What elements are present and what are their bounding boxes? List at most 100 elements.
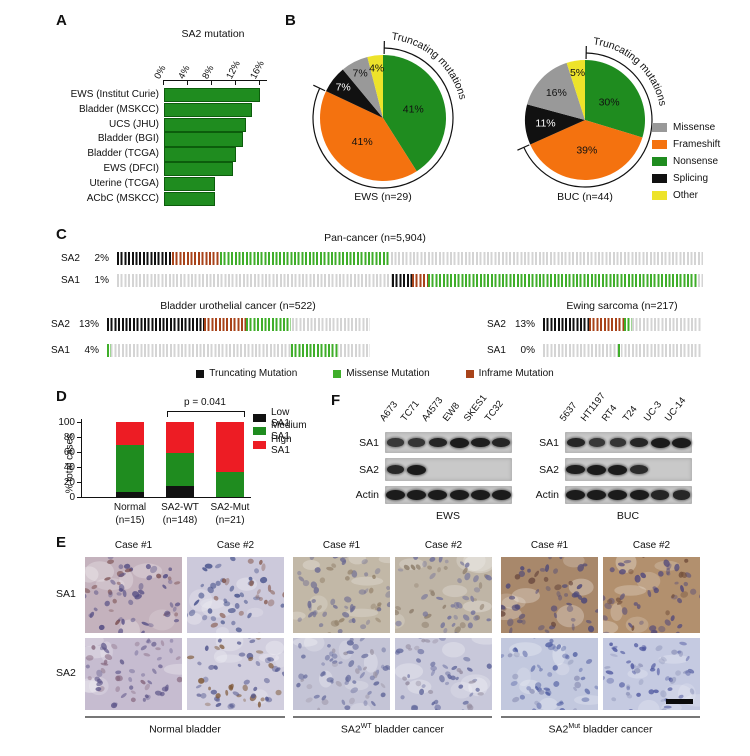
ihc-nucleus: [338, 661, 343, 665]
a-axis-tick-label: 16%: [248, 59, 267, 81]
oncoprint-segment-missense: [617, 344, 621, 357]
pie-slice-value-label: 16%: [546, 87, 567, 99]
d-y-axis-label: % total cases: [64, 433, 76, 493]
ihc-group-label-sup: Mut: [568, 723, 581, 730]
ihc-nucleus: [578, 667, 583, 673]
ihc-nucleus: [545, 564, 550, 572]
ihc-nucleus: [415, 564, 421, 570]
ihc-nucleus: [210, 616, 217, 622]
ihc-nucleus: [169, 602, 174, 608]
ihc-nucleus: [227, 608, 236, 614]
ihc-nucleus: [155, 647, 161, 651]
ihc-nucleus: [263, 599, 268, 605]
ihc-nucleus: [358, 589, 367, 595]
ihc-nucleus: [473, 587, 481, 593]
ihc-patch: [95, 577, 125, 591]
ihc-nucleus: [128, 599, 134, 606]
ihc-nucleus: [119, 659, 125, 665]
ihc-nucleus: [572, 708, 577, 710]
d-y-tick-label: 100: [58, 417, 75, 428]
legend-item: Truncating Mutation: [196, 368, 297, 379]
ihc-patch: [216, 654, 243, 663]
ihc-nucleus: [89, 611, 95, 618]
ihc-case-header: Case #1: [322, 540, 361, 551]
ihc-nucleus: [462, 700, 469, 705]
ihc-nucleus: [512, 673, 519, 680]
ihc-patch: [509, 642, 542, 657]
ihc-nucleus: [112, 702, 118, 707]
panel-b-legend: Missense Frameshift Nonsense Splicing Other: [652, 119, 720, 204]
pie-slice-nonsense: [383, 55, 446, 172]
a-axis-tick: [187, 81, 189, 85]
ihc-patch: [442, 584, 468, 598]
legend-swatch: [253, 413, 266, 422]
legend-label: Missense Mutation: [346, 368, 430, 379]
ihc-patch: [85, 638, 104, 647]
blot-row-label: Actin: [355, 489, 379, 501]
blot-box-sa1: [565, 432, 692, 453]
ihc-nucleus: [235, 627, 242, 633]
pie-slice-splicing: [525, 104, 585, 145]
blot-box-sa1: [385, 432, 512, 453]
ihc-nucleus: [364, 572, 369, 577]
oncoprint-row-label: SA1 1%: [61, 275, 109, 286]
d-bar-segment-high-sa1: [216, 422, 244, 473]
ihc-nucleus: [410, 564, 416, 571]
ihc-nucleus: [660, 708, 667, 710]
d-significance-bracket: [167, 411, 245, 417]
ihc-patch: [539, 697, 558, 710]
ihc-nucleus: [653, 689, 659, 694]
ihc-nucleus: [141, 630, 145, 633]
ihc-image: [603, 638, 700, 710]
ihc-nucleus: [255, 632, 263, 633]
ihc-nucleus: [306, 684, 313, 690]
a-bar-label: EWS (DFCI): [103, 163, 159, 174]
legend-item: Nonsense: [652, 153, 720, 170]
ihc-nucleus: [501, 654, 505, 659]
a-axis-tick-label: 4%: [176, 63, 193, 81]
ihc-nucleus: [658, 658, 665, 665]
ihc-nucleus: [248, 656, 254, 662]
ihc-nucleus: [208, 686, 211, 691]
d-x-label-n: (n=148): [162, 515, 198, 526]
ihc-patch: [302, 559, 320, 570]
ihc-nucleus: [395, 648, 404, 654]
ihc-patch: [236, 577, 258, 591]
ihc-nucleus: [230, 557, 236, 562]
ihc-nucleus: [670, 615, 675, 622]
ihc-nucleus: [430, 661, 436, 667]
ihc-nucleus: [551, 621, 557, 627]
ihc-nucleus: [431, 701, 436, 706]
ihc-nucleus: [374, 604, 381, 611]
ihc-nucleus: [552, 646, 558, 652]
ihc-nucleus: [232, 691, 240, 696]
ihc-nucleus: [618, 682, 625, 688]
ihc-nucleus: [197, 661, 202, 666]
ihc-row-label: SA2: [56, 667, 76, 679]
ihc-nucleus: [604, 666, 611, 669]
ihc-case-header: Case #2: [424, 540, 463, 551]
ihc-nucleus: [459, 670, 463, 675]
ihc-nucleus: [152, 668, 157, 675]
ihc-nucleus: [174, 612, 179, 617]
ihc-nucleus: [301, 654, 306, 659]
ihc-nucleus: [430, 591, 435, 597]
ihc-nucleus: [130, 690, 136, 695]
d-y-tick: [77, 437, 81, 439]
ihc-nucleus: [254, 568, 259, 574]
ihc-nucleus: [422, 611, 429, 617]
d-x-label: SA2-Mut: [210, 502, 250, 513]
ihc-nucleus: [633, 643, 639, 648]
ihc-nucleus: [649, 625, 657, 632]
ihc-nucleus: [85, 655, 94, 661]
ihc-patch: [614, 585, 647, 596]
truncating-arc: [312, 47, 454, 189]
ihc-nucleus: [453, 601, 460, 610]
blot-band: [491, 490, 511, 500]
pie-slice-value-label: 41%: [352, 136, 373, 148]
ihc-nucleus: [243, 679, 250, 685]
panel-b-letter: B: [285, 12, 296, 29]
pie-slice-value-label: 5%: [570, 67, 585, 79]
ihc-nucleus: [144, 694, 149, 699]
